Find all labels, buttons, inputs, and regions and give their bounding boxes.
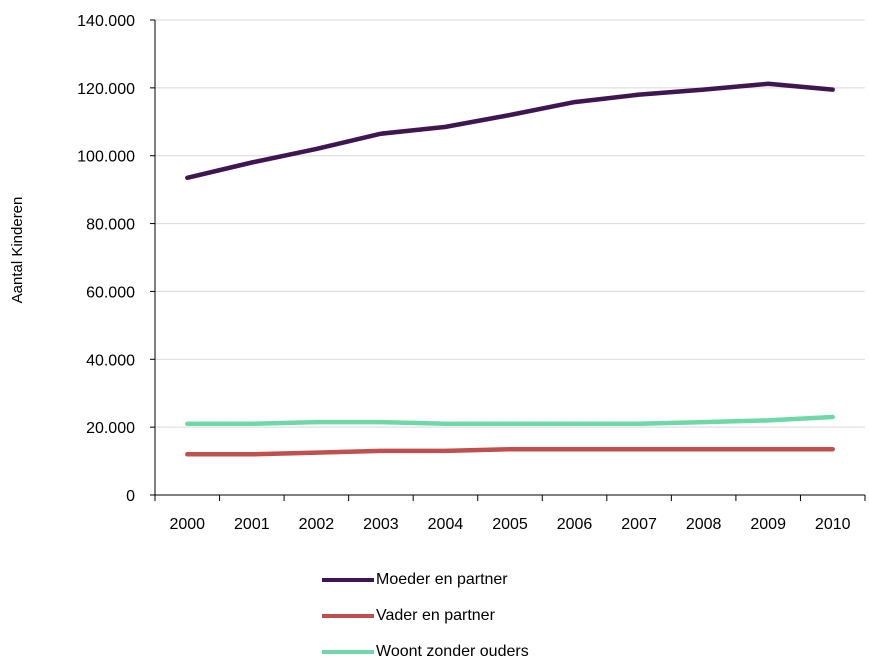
x-tick-label: 2008 <box>686 516 722 533</box>
y-tick-label: 100.000 <box>77 149 135 166</box>
x-tick-label: 2007 <box>621 516 657 533</box>
x-tick-label: 2009 <box>750 516 786 533</box>
x-tick-label: 2005 <box>492 516 528 533</box>
x-tick-label: 2003 <box>363 516 399 533</box>
y-tick-label: 120.000 <box>77 81 135 98</box>
line-chart: 0 20.000 40.000 60.000 80.000 100.000 120.000 1… <box>9 13 866 533</box>
legend-label: Woont zonder ouders <box>376 643 529 660</box>
x-tick-label: 2001 <box>234 516 270 533</box>
legend-item-moeder-en-partner: Moeder en partner <box>322 562 529 598</box>
series-line-woont-zonder-ouders <box>185 414 835 427</box>
legend-swatch <box>322 578 374 582</box>
x-tick-label: 2010 <box>815 516 851 533</box>
series-line-vader-en-partner <box>185 446 835 457</box>
x-tick-label: 2000 <box>169 516 205 533</box>
y-tick-label: 80.000 <box>86 217 135 234</box>
legend-label: Moeder en partner <box>376 571 508 588</box>
axes <box>150 19 866 501</box>
legend-swatch <box>322 614 374 618</box>
legend-item-vader-en-partner: Vader en partner <box>322 598 529 634</box>
x-tick-label: 2004 <box>428 516 464 533</box>
y-axis-title: Aantal Kinderen <box>9 197 26 304</box>
x-tick-labels: 2000 2001 2002 2003 2004 2005 2006 2007 2008 2009… <box>169 516 850 533</box>
legend-label: Vader en partner <box>376 607 495 624</box>
x-tick-label: 2006 <box>557 516 593 533</box>
legend: Moeder en partner Vader en partner Woont z… <box>322 562 529 670</box>
series-line-moeder-en-partner <box>185 81 835 181</box>
series-lines <box>185 81 835 457</box>
legend-item-woont-zonder-ouders: Woont zonder ouders <box>322 634 529 670</box>
legend-swatch <box>322 650 374 654</box>
y-tick-label: 0 <box>126 488 135 505</box>
y-tick-label: 60.000 <box>86 284 135 301</box>
gridlines <box>155 19 865 428</box>
y-tick-labels: 0 20.000 40.000 60.000 80.000 100.000 120.000 1… <box>77 13 135 505</box>
y-tick-label: 140.000 <box>77 13 135 30</box>
x-tick-label: 2002 <box>299 516 335 533</box>
y-tick-label: 40.000 <box>86 352 135 369</box>
y-tick-label: 20.000 <box>86 420 135 437</box>
